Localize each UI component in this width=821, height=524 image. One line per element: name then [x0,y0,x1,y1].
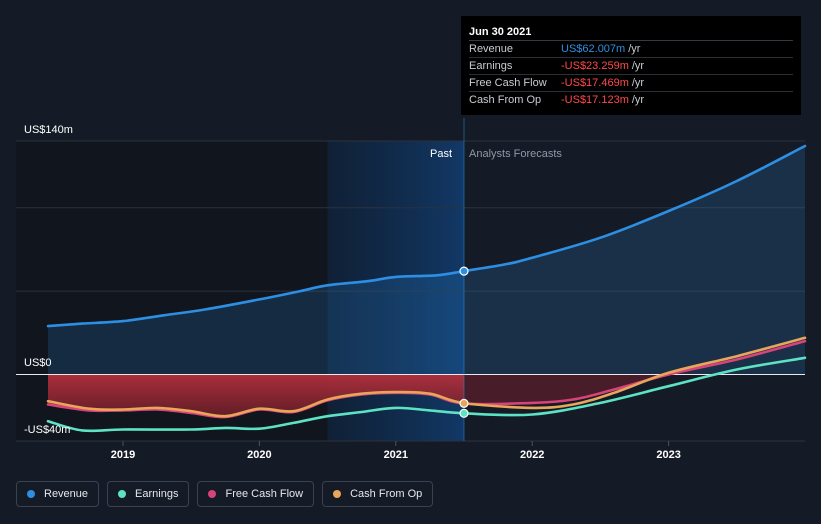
past-label: Past [430,148,452,160]
legend-label: Earnings [135,488,179,500]
tooltip-row: Revenue US$62.007m/yr [469,41,793,58]
earnings-marker[interactable] [459,408,469,418]
tooltip-row: Earnings -US$23.259m/yr [469,58,793,75]
cfo-marker[interactable] [459,398,469,408]
tooltip-row: Cash From Op -US$17.123m/yr [469,92,793,108]
legend-item-free-cash-flow[interactable]: Free Cash Flow [197,481,315,507]
cfo-line [46,336,807,418]
x-axis: 2019 2020 2021 2022 2023 [111,441,681,461]
earnings-line [46,356,807,433]
x-tick-label: 2023 [656,449,680,461]
series-markers [459,266,469,418]
legend-item-revenue[interactable]: Revenue [16,481,100,507]
legend-dot-icon [333,490,342,498]
tooltip-label: Free Cash Flow [469,77,547,89]
tooltip-date: Jun 30 2021 [469,24,793,41]
negative-area-past [48,374,465,418]
tooltip-unit: /yr [631,94,645,106]
tooltip-value: -US$17.469m [561,77,629,89]
legend-label: Cash From Op [350,488,423,500]
y-label-zero: US$0 [24,357,52,369]
tooltip-value: -US$17.123m [561,94,629,106]
series-lines [46,144,807,433]
tooltip-unit: /yr [631,60,645,72]
revenue-marker[interactable] [459,266,469,276]
legend-item-earnings[interactable]: Earnings [107,481,190,507]
legend-label: Revenue [44,488,89,500]
legend-item-cash-from-op[interactable]: Cash From Op [322,481,434,507]
data-tooltip: Jun 30 2021 Revenue US$62.007m/yr Earnings… [461,16,801,115]
x-tick-label: 2021 [384,449,408,461]
legend-dot-icon [208,490,217,498]
negative-area-forecast [464,373,805,405]
revenue-line [46,144,807,328]
tooltip-label: Revenue [469,43,514,55]
tooltip-value: -US$23.259m [561,60,629,72]
legend-dot-icon [27,490,35,498]
tooltip-rows: Revenue US$62.007m/yr Earnings -US$23.259m /… [469,41,793,108]
x-tick-label: 2019 [111,449,135,461]
tooltip-row: Free Cash Flow -US$17.469m/yr [469,75,793,92]
series-areas [48,146,805,418]
x-tick-label: 2022 [520,449,544,461]
revenue-area [48,146,805,375]
tooltip-unit: /yr [631,77,645,89]
legend-dot-icon [118,490,127,498]
legend: Revenue Earnings Free Cash Flow Cash From O… [16,481,434,507]
legend-label: Free Cash Flow [225,488,304,500]
tooltip-unit: /yr [628,43,641,55]
y-label-top: US$140m [24,124,73,136]
y-label-bottom: -US$40m [24,424,70,436]
tooltip-label: Cash From Op [469,94,542,106]
forecast-label: Analysts Forecasts [469,148,562,160]
tooltip-label: Earnings [469,60,513,72]
tooltip-value: US$62.007m [561,43,626,55]
x-tick-label: 2020 [247,449,271,461]
